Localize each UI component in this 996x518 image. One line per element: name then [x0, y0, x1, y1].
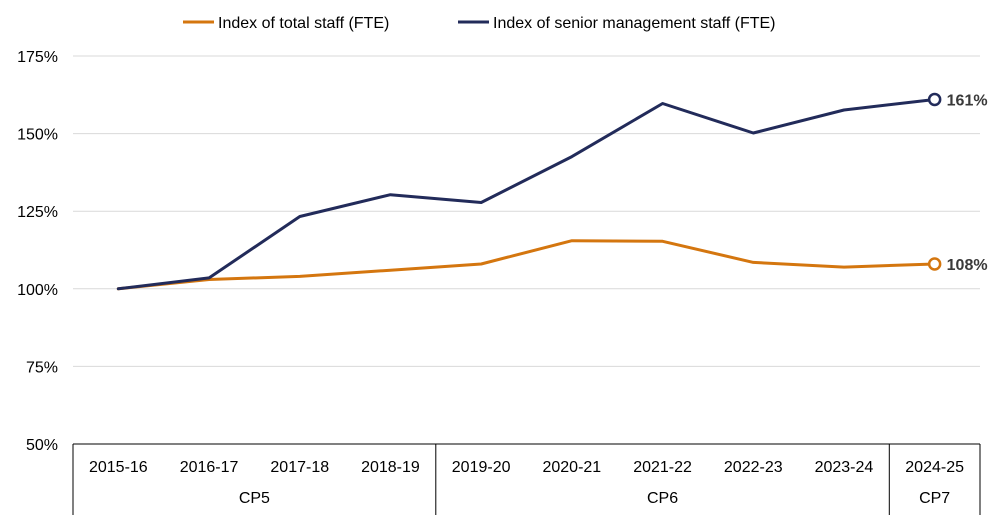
- legend-label-senior-management: Index of senior management staff (FTE): [493, 15, 776, 32]
- end-labels: 108% 161%: [947, 92, 988, 274]
- y-axis-labels: 50% 75% 100% 125% 150% 175%: [17, 49, 58, 454]
- y-tick-label: 100%: [17, 282, 58, 299]
- series-end-marker: [927, 257, 942, 271]
- y-tick-label: 50%: [26, 437, 58, 454]
- y-tick-label: 125%: [17, 204, 58, 221]
- x-tick-label: 2016-17: [180, 459, 239, 476]
- series-end-marker: [927, 92, 942, 107]
- group-label: CP6: [647, 490, 678, 507]
- x-tick-label: 2017-18: [270, 459, 329, 476]
- series-line-1: [116, 98, 937, 291]
- gridlines: [73, 55, 980, 367]
- x-tick-label: 2021-22: [633, 459, 692, 476]
- legend-label-total-staff: Index of total staff (FTE): [218, 15, 389, 32]
- y-tick-label: 175%: [17, 49, 58, 66]
- x-tick-label: 2023-24: [815, 459, 874, 476]
- group-label: CP5: [239, 490, 270, 507]
- y-tick-label: 150%: [17, 127, 58, 144]
- y-tick-label: 75%: [26, 359, 58, 376]
- x-tick-label: 2018-19: [361, 459, 420, 476]
- series-end-label: 161%: [947, 92, 988, 109]
- x-tick-label: 2019-20: [452, 459, 511, 476]
- x-axis: 2015-16 2016-17 2017-18 2018-19 2019-20 2020-…: [72, 443, 981, 515]
- series-end-label: 108%: [947, 257, 988, 274]
- x-tick-label: 2022-23: [724, 459, 783, 476]
- group-label: CP7: [919, 490, 950, 507]
- series-line-0: [116, 239, 937, 291]
- x-tick-label: 2024-25: [905, 459, 964, 476]
- legend: Index of total staff (FTE) Index of seni…: [183, 15, 776, 32]
- x-tick-label: 2015-16: [89, 459, 148, 476]
- series-layer: [116, 92, 942, 291]
- x-tick-label: 2020-21: [542, 459, 601, 476]
